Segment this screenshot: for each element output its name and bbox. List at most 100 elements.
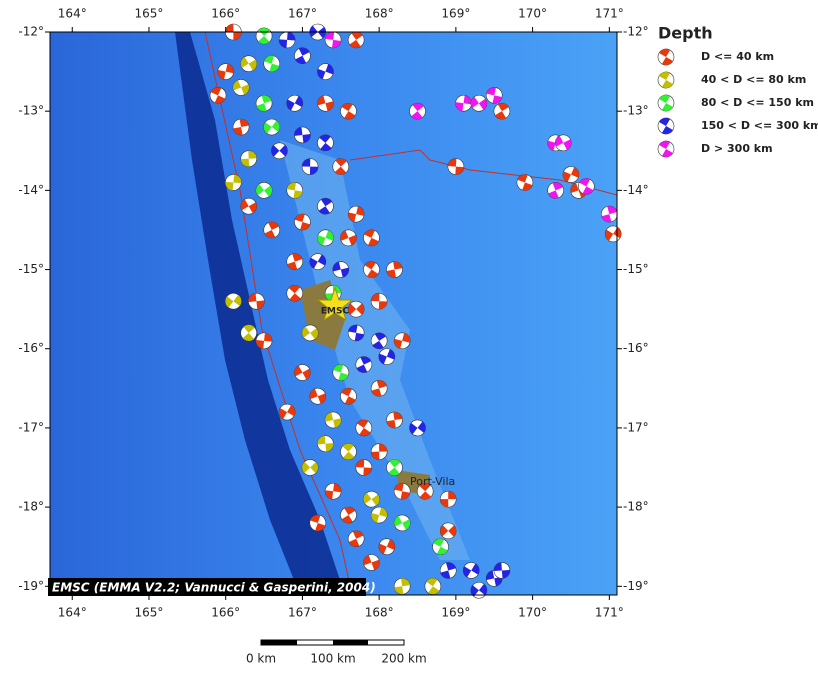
beachball-quadrants: [295, 47, 310, 64]
beachball-quadrants: [309, 25, 326, 39]
y-tick-label: -15°: [623, 262, 649, 276]
beachball: [332, 364, 350, 381]
beachball-quadrants: [325, 412, 342, 428]
y-tick-label: -18°: [18, 500, 44, 514]
y-tick-label: -13°: [623, 104, 649, 118]
legend-label: D > 300 km: [701, 142, 773, 155]
beachball: [324, 411, 342, 429]
beachball-quadrants: [256, 184, 273, 197]
beachball-quadrants: [411, 103, 424, 120]
beachball-quadrants: [271, 145, 288, 157]
x-tick-label: 169°: [441, 7, 470, 21]
beachball-quadrants: [302, 158, 319, 175]
x-tick-label: 165°: [135, 7, 164, 21]
beachball: [416, 482, 434, 500]
legend-label: 80 < D <= 150 km: [701, 96, 814, 109]
beachball: [370, 332, 388, 350]
beachball: [263, 118, 281, 136]
beachball: [309, 387, 327, 405]
beachball-quadrants: [579, 178, 594, 195]
beachball-quadrants: [355, 459, 372, 476]
beachball-quadrants: [342, 443, 355, 460]
beachball: [386, 459, 403, 476]
beachball: [340, 506, 357, 524]
beachball: [317, 229, 334, 247]
beachball-quadrants: [455, 95, 472, 112]
attribution-box: [48, 578, 366, 596]
beachball-quadrants: [348, 303, 365, 315]
beachball-quadrants: [288, 285, 301, 302]
beachball-quadrants: [286, 96, 303, 111]
beachball-quadrants: [240, 150, 257, 167]
beachball-quadrants: [493, 562, 510, 579]
beachball-quadrants: [256, 332, 273, 349]
beachball-quadrants: [486, 87, 503, 104]
x-tick-label: 171°: [595, 7, 624, 21]
beachball: [370, 380, 388, 397]
beachball-quadrants: [341, 388, 356, 405]
beachball-quadrants: [363, 492, 380, 506]
beachball-quadrants: [601, 206, 618, 223]
beachball: [347, 205, 365, 223]
beachball-quadrants: [440, 525, 457, 537]
beachball-quadrants: [371, 293, 388, 310]
legend-title: Depth: [658, 24, 713, 43]
beachball: [355, 356, 373, 373]
beachball-quadrants: [341, 507, 356, 524]
beachball: [286, 182, 304, 199]
beachball-quadrants: [310, 514, 326, 531]
y-tick-label: -12°: [18, 25, 44, 39]
beachball-quadrants: [309, 388, 326, 404]
x-tick-label: 165°: [135, 606, 164, 620]
beachball-quadrants: [287, 253, 303, 270]
y-tick-label: -14°: [18, 183, 44, 197]
beachball: [294, 47, 311, 65]
beachball-quadrants: [495, 103, 509, 120]
beachball-quadrants: [659, 49, 673, 65]
beachball: [317, 63, 334, 80]
beachball-quadrants: [447, 158, 464, 175]
beachball: [439, 562, 457, 579]
legend-label: D <= 40 km: [701, 50, 774, 63]
beachball: [317, 94, 334, 112]
beachball: [439, 490, 457, 508]
beachball-quadrants: [371, 380, 387, 397]
beachball: [485, 87, 503, 104]
islands: [300, 280, 430, 495]
beachball: [263, 221, 281, 239]
y-tick-label: -16°: [623, 341, 649, 355]
beachball-quadrants: [317, 64, 334, 80]
beachball-quadrants: [317, 435, 334, 452]
y-tick-label: -15°: [18, 262, 44, 276]
beachball: [370, 506, 388, 524]
beachball-quadrants: [264, 55, 280, 72]
beachball: [447, 158, 465, 175]
beachball: [263, 55, 281, 72]
beachball: [332, 261, 350, 278]
beachball: [309, 514, 327, 532]
beachball-quadrants: [264, 221, 279, 238]
beachball-quadrants: [356, 356, 372, 373]
beachball-quadrants: [233, 119, 249, 136]
beachball-quadrants: [334, 158, 347, 175]
beachball: [340, 443, 357, 460]
beachball: [363, 229, 380, 247]
beachball: [225, 292, 242, 310]
beachball: [317, 435, 334, 453]
star: [316, 286, 354, 322]
beachball-quadrants: [225, 174, 242, 191]
beachball: [363, 490, 380, 508]
y-tick-label: -17°: [18, 420, 44, 434]
x-tick-label: 168°: [365, 7, 394, 21]
beachball-quadrants: [242, 324, 255, 341]
beachball-quadrants: [240, 199, 257, 214]
scale-label: 200 km: [381, 652, 426, 666]
beachball-quadrants: [394, 333, 411, 349]
beachball: [439, 522, 457, 540]
place-label: Port-Vila: [410, 475, 455, 488]
beachball: [409, 419, 426, 437]
beachball: [340, 102, 357, 120]
basemap: [50, 32, 617, 595]
beachball-quadrants: [659, 141, 673, 157]
beachball-quadrants: [348, 530, 364, 547]
